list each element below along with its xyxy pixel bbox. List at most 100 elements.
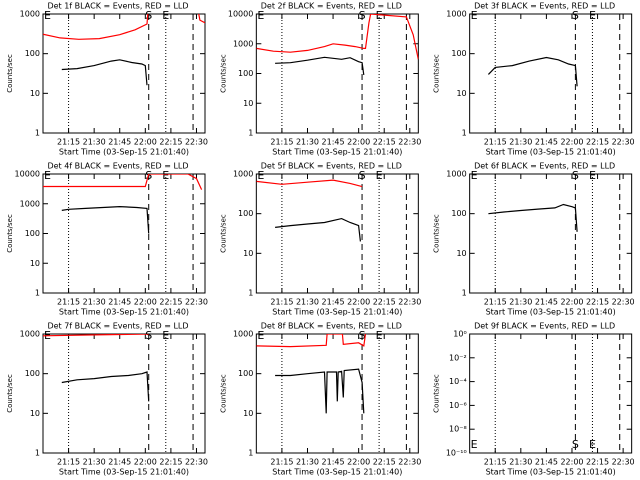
marker-label: E (257, 329, 264, 342)
panel-title: Det 5f BLACK = Events, RED = LLD (261, 162, 402, 171)
y-tick-label: 1 (462, 129, 467, 138)
y-tick-label: 100 (238, 209, 253, 218)
x-tick-label: 22:15 (373, 298, 396, 307)
x-tick-label: 22:00 (134, 298, 157, 307)
x-tick-label: 22:30 (398, 138, 421, 147)
y-axis-label: Counts/sec (6, 374, 14, 413)
panel: Det 1f BLACK = Events, RED = LLD Start Ti… (6, 2, 208, 157)
y-tick-label: 1000 (446, 170, 466, 179)
x-tick-label: 21:15 (270, 138, 293, 147)
y-tick-label: 10⁰ (453, 330, 466, 339)
y-tick-label: 10⁻⁸ (449, 425, 467, 434)
panel-title: Det 2f BLACK = Events, RED = LLD (261, 2, 402, 11)
x-tick-label: 22:15 (586, 138, 609, 147)
y-tick-label: 10 (456, 249, 466, 258)
panel: Det 9f BLACK = Events, RED = LLD Start Ti… (433, 322, 635, 477)
marker-label: E (376, 9, 383, 22)
y-tick-label: 1000 (20, 199, 40, 208)
panel-title: Det 9f BLACK = Events, RED = LLD (474, 322, 615, 331)
x-tick-label: 21:15 (57, 458, 80, 467)
y-axis-label: Counts/sec (433, 374, 441, 413)
marker-label: S (572, 438, 579, 451)
y-tick-label: 1 (248, 289, 253, 298)
data-line (61, 59, 148, 86)
x-tick-label: 21:45 (322, 298, 345, 307)
marker-label: E (376, 169, 383, 182)
x-tick-label: 21:15 (270, 298, 293, 307)
x-tick-label: 21:30 (509, 458, 532, 467)
y-axis-label: Counts/sec (219, 374, 227, 413)
x-tick-label: 22:15 (373, 138, 396, 147)
y-tick-label: 1000 (20, 330, 40, 339)
panel: Det 2f BLACK = Events, RED = LLD Start Ti… (219, 2, 421, 157)
marker-label: E (589, 169, 596, 182)
y-axis-label: Counts/sec (6, 214, 14, 253)
y-axis-label: Counts/sec (433, 214, 441, 253)
x-tick-label: 22:30 (612, 298, 635, 307)
marker-label: S (359, 329, 366, 342)
x-tick-label: 22:00 (134, 458, 157, 467)
y-tick-label: 100 (238, 69, 253, 78)
x-tick-label: 21:30 (83, 138, 106, 147)
data-line (487, 56, 578, 87)
x-tick-label: 21:30 (296, 298, 319, 307)
plot-frame (42, 333, 206, 454)
y-tick-label: 1 (248, 449, 253, 458)
panel-title: Det 8f BLACK = Events, RED = LLD (261, 322, 402, 331)
y-tick-label: 100 (451, 209, 466, 218)
data-line (43, 174, 203, 190)
x-tick-label: 22:30 (185, 458, 208, 467)
x-tick-label: 21:15 (484, 138, 507, 147)
plot-frame (42, 13, 206, 134)
x-tick-label: 22:00 (347, 138, 370, 147)
plot-frame (469, 333, 633, 454)
data-line (488, 203, 578, 232)
x-tick-label: 22:30 (398, 298, 421, 307)
y-tick-label: 100 (25, 229, 40, 238)
marker-label: E (257, 169, 264, 182)
x-tick-label: 22:30 (185, 138, 208, 147)
panel-title: Det 7f BLACK = Events, RED = LLD (47, 322, 188, 331)
x-tick-label: 21:30 (83, 458, 106, 467)
panel: Det 8f BLACK = Events, RED = LLD Start Ti… (219, 322, 421, 477)
marker-label: E (162, 9, 169, 22)
x-tick-label: 21:30 (509, 298, 532, 307)
y-tick-label: 100 (238, 369, 253, 378)
marker-label: E (162, 329, 169, 342)
data-line (43, 14, 205, 40)
x-tick-label: 21:30 (509, 138, 532, 147)
x-tick-label: 22:00 (560, 298, 583, 307)
marker-label: E (471, 169, 478, 182)
y-tick-label: 100 (451, 49, 466, 58)
marker-label: E (257, 9, 264, 22)
x-tick-label: 21:15 (484, 458, 507, 467)
y-tick-label: 10000 (228, 10, 253, 19)
y-tick-label: 1 (248, 129, 253, 138)
marker-label: E (589, 438, 596, 451)
panel: Det 3f BLACK = Events, RED = LLD Start Ti… (433, 2, 635, 157)
x-tick-label: 22:15 (586, 298, 609, 307)
x-tick-label: 22:00 (560, 138, 583, 147)
x-tick-label: 22:30 (398, 458, 421, 467)
x-tick-label: 21:45 (108, 458, 131, 467)
marker-label: E (44, 9, 51, 22)
x-tick-label: 22:00 (560, 458, 583, 467)
y-tick-label: 1 (35, 289, 40, 298)
marker-label: E (376, 329, 383, 342)
x-axis-label: Start Time (03-Sep-15 21:01:40) (59, 308, 189, 317)
y-tick-label: 100 (25, 49, 40, 58)
marker-label: E (44, 169, 51, 182)
panel-title: Det 4f BLACK = Events, RED = LLD (47, 162, 188, 171)
x-tick-label: 21:45 (322, 138, 345, 147)
y-axis-label: Counts/sec (433, 54, 441, 93)
y-tick-label: 10000 (15, 170, 40, 179)
x-tick-label: 21:15 (57, 138, 80, 147)
x-tick-label: 22:00 (347, 458, 370, 467)
marker-label: E (162, 169, 169, 182)
plot-frame (469, 13, 633, 134)
y-tick-label: 10⁻¹⁰ (446, 449, 467, 458)
data-line (256, 14, 419, 60)
marker-label: E (471, 9, 478, 22)
data-line (275, 217, 361, 242)
